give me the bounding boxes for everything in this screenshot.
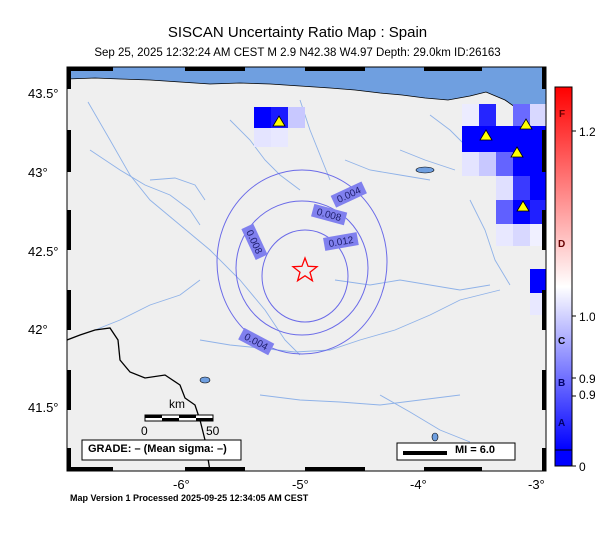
grade-letter: F <box>559 109 566 120</box>
x-tick-label: -4° <box>410 477 427 492</box>
scale-label-end: 50 <box>206 424 220 438</box>
grade-text: GRADE: – (Mean sigma: –) <box>88 443 227 455</box>
y-tick-label: 42.5° <box>28 244 59 259</box>
colorbar <box>554 86 573 451</box>
grade-letter: B <box>558 378 566 389</box>
colorbar-tick-label: 0.9 <box>579 372 595 386</box>
lake <box>199 376 211 384</box>
seismic-stations <box>272 115 533 212</box>
x-tick-label: -5° <box>292 477 309 492</box>
colorbar-tick-label: 0 <box>579 460 586 474</box>
mi-line <box>403 451 447 455</box>
map-subtitle: Sep 25, 2025 12:32:24 AM CEST M 2.9 N42.… <box>94 47 501 59</box>
sea-area <box>67 67 546 115</box>
station-marker <box>519 118 533 130</box>
frame-ticks <box>67 67 546 471</box>
epicenter-star <box>291 256 319 283</box>
scale-bar <box>144 414 214 422</box>
footer-processed: Map Version 1 Processed 2025-09-25 12:34… <box>70 493 309 503</box>
rivers <box>87 99 531 443</box>
mi-text: MI = 6.0 <box>455 444 496 456</box>
station-marker <box>516 200 530 212</box>
grade-letter: A <box>558 418 566 429</box>
mi-box <box>396 442 516 461</box>
map-title: SISCAN Uncertainty Ratio Map : Spain <box>167 24 428 41</box>
x-tick-label: -3° <box>528 477 545 492</box>
colorbar-tick-label: 1.0 <box>579 310 595 324</box>
grade-letter: C <box>558 336 566 347</box>
lake <box>415 166 435 174</box>
x-tick-label: -6° <box>173 477 190 492</box>
y-tick-label: 43° <box>28 165 48 180</box>
colorbar-ticks <box>572 130 576 467</box>
colorbar-tick-label: 0.9 <box>579 388 595 402</box>
y-tick-label: 43.5° <box>28 86 59 101</box>
scale-unit: km <box>169 397 185 411</box>
scale-label-start: 0 <box>141 424 148 438</box>
contour-label: 0.012 <box>328 235 355 250</box>
contour-lines <box>216 169 388 355</box>
uncertainty-cells <box>254 104 546 315</box>
station-marker <box>272 115 286 127</box>
grade-box <box>81 439 242 461</box>
y-tick-label: 41.5° <box>28 400 59 415</box>
lake <box>431 432 439 442</box>
colorbar-tick-label: 1.2 <box>579 125 595 139</box>
y-tick-label: 42° <box>28 322 48 337</box>
colorbar-zero-swatch <box>554 449 573 467</box>
grade-letter: D <box>558 239 566 250</box>
station-marker <box>479 129 493 141</box>
station-marker <box>510 146 524 158</box>
